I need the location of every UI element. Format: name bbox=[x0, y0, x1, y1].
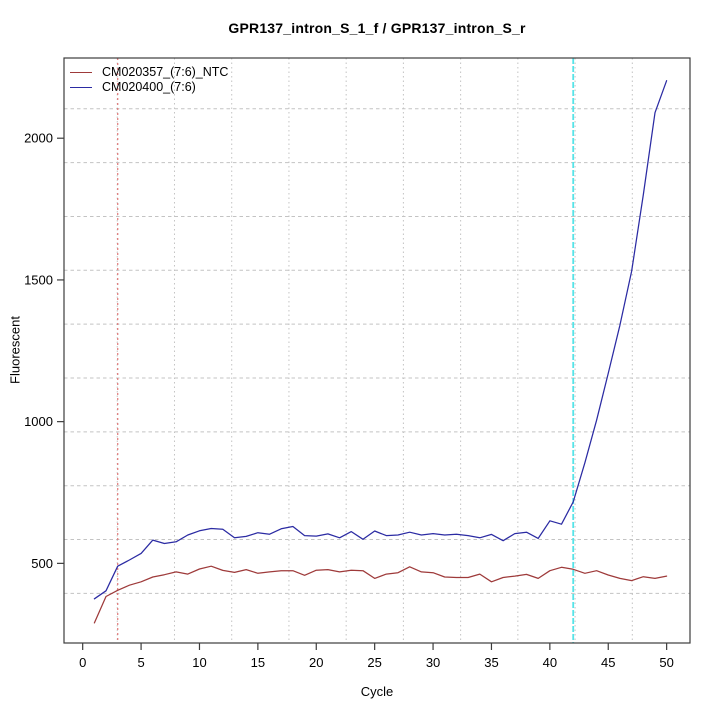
x-tick-label: 40 bbox=[543, 655, 557, 670]
y-tick-label: 1000 bbox=[24, 414, 53, 429]
x-tick-label: 35 bbox=[484, 655, 498, 670]
plot-box bbox=[63, 57, 691, 644]
legend-line-swatch-ntc bbox=[70, 72, 92, 73]
x-tick-label: 0 bbox=[79, 655, 86, 670]
plot-title: GPR137_intron_S_1_f / GPR137_intron_S_r bbox=[228, 20, 526, 36]
legend-item-sample: CM020400_(7:6) bbox=[70, 81, 228, 94]
y-tick-label: 1500 bbox=[24, 272, 53, 287]
legend-label-sample: CM020400_(7:6) bbox=[102, 80, 196, 94]
legend: CM020357_(7:6)_NTC CM020400_(7:6) bbox=[70, 66, 228, 94]
x-tick-label: 15 bbox=[251, 655, 265, 670]
legend-label-ntc: CM020357_(7:6)_NTC bbox=[102, 65, 229, 79]
series-line-sample bbox=[93, 80, 668, 600]
y-tick-label: 2000 bbox=[24, 131, 53, 146]
legend-item-ntc: CM020357_(7:6)_NTC bbox=[70, 66, 228, 79]
x-tick-label: 45 bbox=[601, 655, 615, 670]
series-line-ntc bbox=[93, 565, 668, 624]
y-tick-label: 500 bbox=[31, 556, 53, 571]
x-tick-label: 10 bbox=[192, 655, 206, 670]
x-axis-label: Cycle bbox=[360, 684, 394, 699]
x-tick-label: 20 bbox=[309, 655, 323, 670]
x-tick-label: 25 bbox=[367, 655, 381, 670]
x-tick-label: 50 bbox=[659, 655, 673, 670]
x-tick-label: 30 bbox=[426, 655, 440, 670]
x-tick-label: 5 bbox=[137, 655, 144, 670]
legend-line-swatch-sample bbox=[70, 87, 92, 88]
